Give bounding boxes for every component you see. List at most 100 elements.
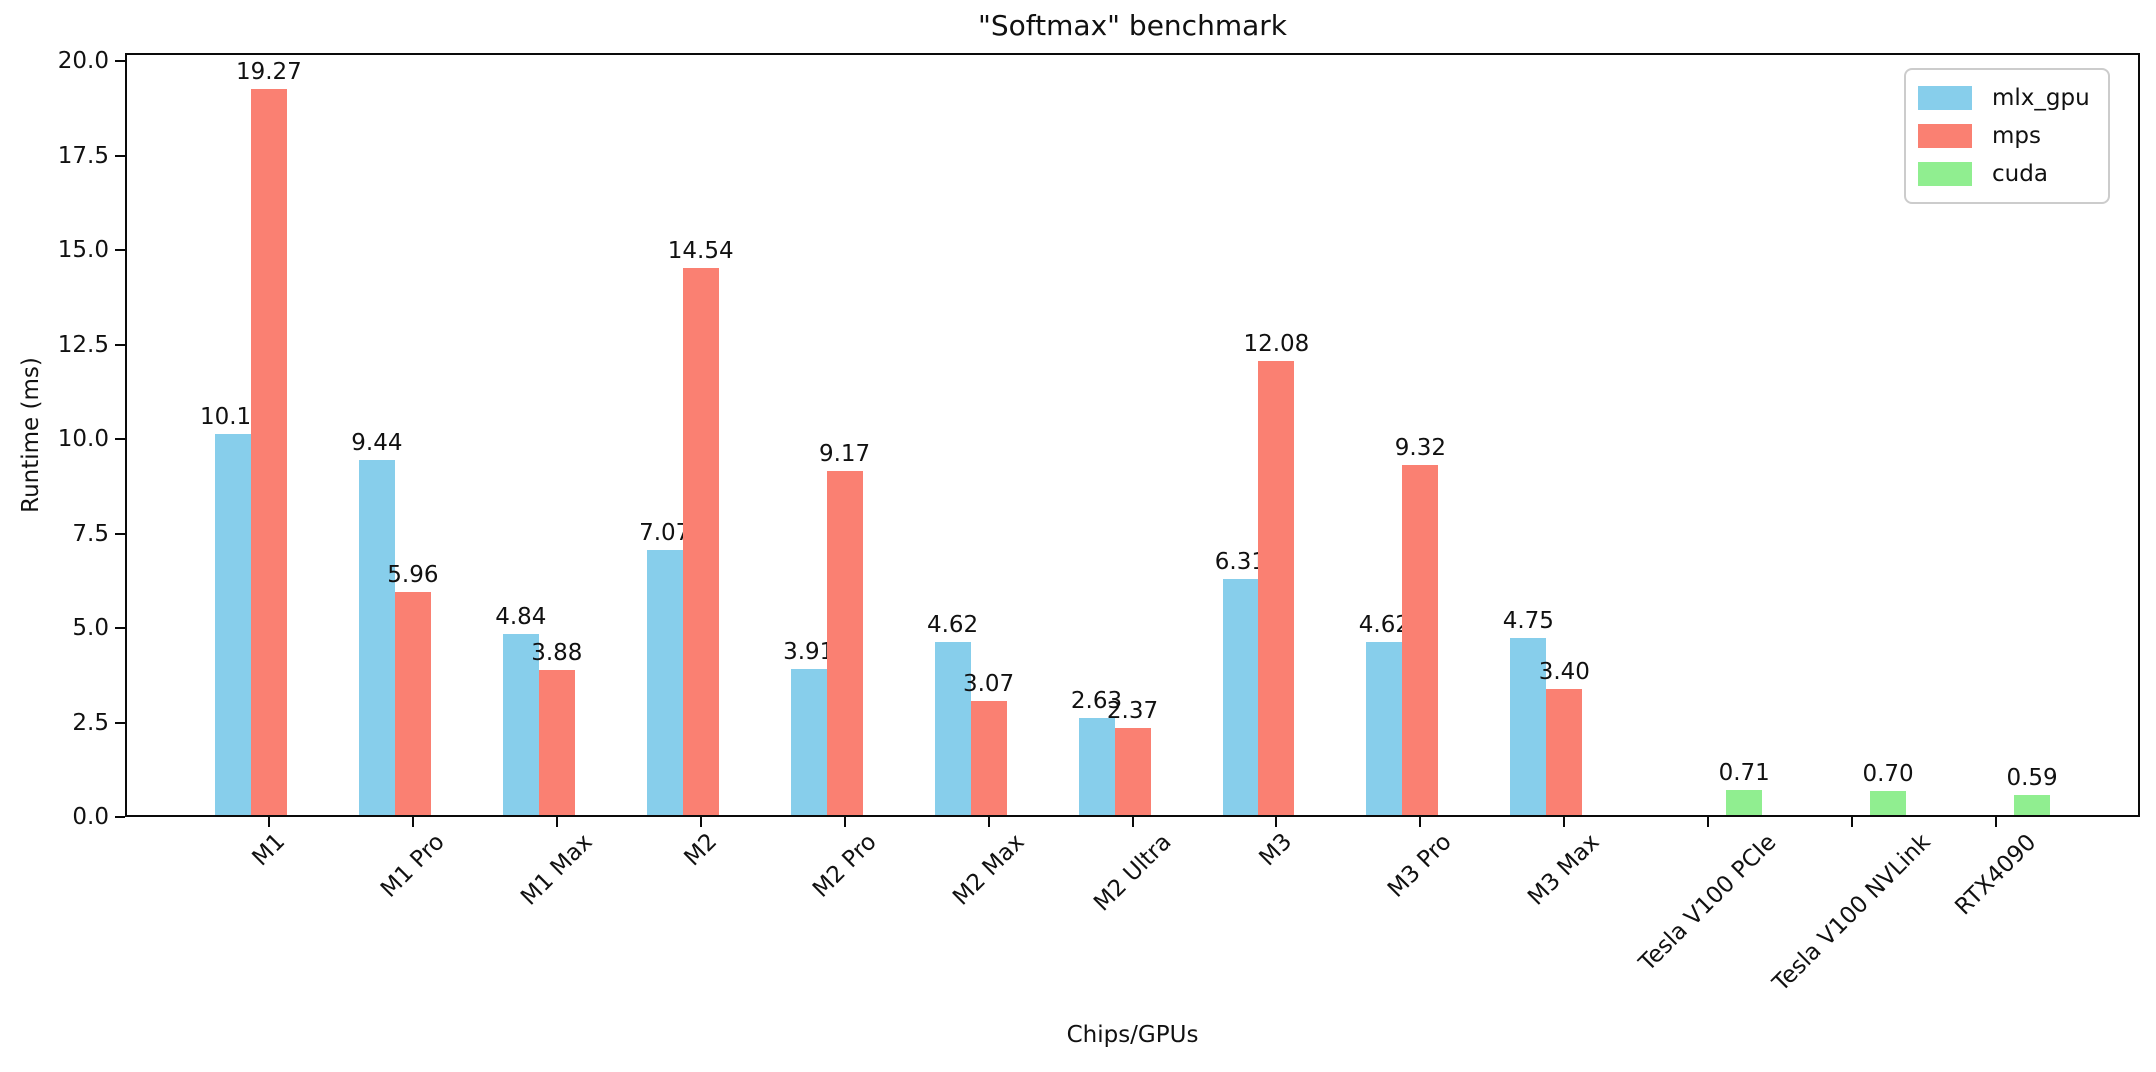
- x-tick-mark: [1275, 817, 1278, 827]
- bar-mlx_gpu-M2 Pro: [790, 669, 827, 815]
- bar-value-label: 9.44: [351, 430, 403, 457]
- bar-mps-M3: [1258, 360, 1295, 815]
- legend-swatch-mps: [1918, 124, 1972, 148]
- legend-item-mlx_gpu: mlx_gpu: [1918, 79, 2090, 117]
- x-tick-mark: [1851, 817, 1854, 827]
- bar-value-label: 6.31: [1214, 548, 1266, 575]
- y-tick-mark: [115, 627, 125, 630]
- y-tick-label: 15.0: [57, 236, 109, 263]
- x-tick-mark: [699, 817, 702, 827]
- y-tick-label: 2.5: [72, 709, 109, 736]
- chart-title: "Softmax" benchmark: [978, 9, 1287, 42]
- bar-mps-M3 Pro: [1402, 464, 1439, 815]
- bar-mps-M2 Max: [970, 701, 1007, 815]
- y-tick-label: 20.0: [57, 48, 109, 75]
- y-tick-label: 7.5: [72, 520, 109, 547]
- y-tick-label: 17.5: [57, 142, 109, 169]
- x-tick-label: M3: [1254, 828, 1298, 872]
- bar-value-label: 4.62: [926, 612, 979, 639]
- bar-mps-M1 Max: [538, 670, 575, 815]
- y-tick-mark: [115, 532, 125, 535]
- y-tick-mark: [115, 343, 125, 346]
- bar-mlx_gpu-M2 Ultra: [1078, 717, 1115, 815]
- x-tick-mark: [1563, 817, 1566, 827]
- bar-value-label: 0.71: [1718, 760, 1770, 787]
- bar-value-label: 2.37: [1106, 697, 1159, 724]
- bar-mlx_gpu-M3 Pro: [1366, 642, 1403, 815]
- bar-value-label: 9.17: [818, 440, 871, 467]
- x-tick-label: M3 Max: [1523, 828, 1605, 911]
- y-tick-mark: [115, 721, 125, 724]
- x-tick-mark: [987, 817, 990, 827]
- bar-mlx_gpu-M3 Max: [1510, 637, 1547, 815]
- bar-value-label: 14.54: [667, 237, 734, 264]
- legend-item-cuda: cuda: [1918, 155, 2090, 193]
- x-tick-label: Tesla V100 PCIe: [1634, 828, 1782, 976]
- y-tick-label: 12.5: [57, 331, 109, 358]
- x-tick-mark: [843, 817, 846, 827]
- bar-mlx_gpu-M1: [215, 433, 251, 815]
- bar-mlx_gpu-M2: [646, 549, 683, 815]
- bar-value-label: 3.07: [962, 670, 1015, 697]
- x-tick-mark: [1707, 817, 1710, 827]
- x-tick-label: M1 Pro: [375, 828, 450, 903]
- legend-label: mlx_gpu: [1992, 85, 2090, 111]
- x-tick-label: M2 Max: [947, 828, 1030, 911]
- bar-value-label: 4.62: [1358, 612, 1410, 639]
- x-tick-mark: [1419, 817, 1422, 827]
- x-tick-label: M1: [247, 828, 291, 872]
- bar-value-label: 7.07: [639, 519, 691, 546]
- legend-swatch-cuda: [1918, 162, 1972, 186]
- bar-value-label: 5.96: [387, 561, 439, 588]
- legend-label: mps: [1992, 123, 2041, 149]
- bar-mps-M2 Ultra: [1114, 727, 1151, 815]
- bar-value-label: 19.27: [235, 58, 302, 85]
- x-tick-label: Tesla V100 NVLink: [1768, 828, 1936, 997]
- y-tick-mark: [115, 816, 125, 818]
- legend-swatch-mlx_gpu: [1918, 86, 1972, 110]
- bar-cuda-Tesla V100 PCIe: [1726, 790, 1763, 815]
- x-tick-mark: [555, 817, 558, 827]
- bar-cuda-RTX4090: [2014, 794, 2051, 815]
- x-tick-label: M3 Pro: [1383, 828, 1458, 903]
- bar-value-label: 4.75: [1502, 607, 1554, 634]
- x-tick-label: M2 Ultra: [1088, 828, 1177, 917]
- y-tick-mark: [115, 154, 125, 157]
- x-tick-label: M2: [679, 828, 722, 872]
- bar-value-label: 9.32: [1394, 434, 1446, 461]
- y-tick-label: 10.0: [57, 425, 109, 452]
- x-tick-mark: [267, 817, 270, 827]
- legend-label: cuda: [1992, 161, 2048, 187]
- bar-cuda-Tesla V100 NVLink: [1870, 790, 1907, 815]
- y-tick-mark: [115, 60, 125, 63]
- bar-mlx_gpu-M3: [1222, 578, 1259, 815]
- x-tick-label: M1 Max: [515, 828, 598, 911]
- y-axis-label: Runtime (ms): [18, 357, 44, 513]
- bar-mlx_gpu-M1 Pro: [358, 460, 395, 815]
- y-tick-label: 0.0: [72, 803, 109, 830]
- plot-area: 10.15 9.44 4.84 7.07 3.91 4.62 2.63 6.31 4.62 4.7…: [125, 53, 2140, 817]
- bar-value-label: 12.08: [1243, 330, 1310, 357]
- bar-mlx_gpu-M1 Max: [502, 634, 539, 815]
- bar-value-label: 3.91: [783, 639, 835, 666]
- y-tick-mark: [115, 249, 125, 252]
- bar-mps-M1 Pro: [394, 591, 431, 815]
- x-axis-label: Chips/GPUs: [1066, 1022, 1199, 1048]
- x-tick-label: RTX4090: [1950, 828, 2042, 920]
- bar-value-label: 3.40: [1538, 658, 1590, 685]
- bar-mps-M2 Pro: [826, 470, 863, 815]
- legend-item-mps: mps: [1918, 117, 2090, 155]
- bar-mps-M2: [682, 267, 719, 815]
- bar-value-label: 2.63: [1070, 687, 1123, 714]
- bar-value-label: 4.84: [495, 603, 547, 630]
- bar-mlx_gpu-M2 Max: [934, 642, 971, 815]
- y-tick-mark: [115, 438, 125, 441]
- bar-value-label: 3.88: [531, 640, 583, 667]
- x-tick-mark: [1131, 817, 1134, 827]
- x-tick-mark: [1995, 817, 1998, 827]
- x-tick-label: M2 Pro: [807, 828, 882, 903]
- bar-mps-M3 Max: [1546, 688, 1583, 815]
- x-tick-mark: [411, 817, 414, 827]
